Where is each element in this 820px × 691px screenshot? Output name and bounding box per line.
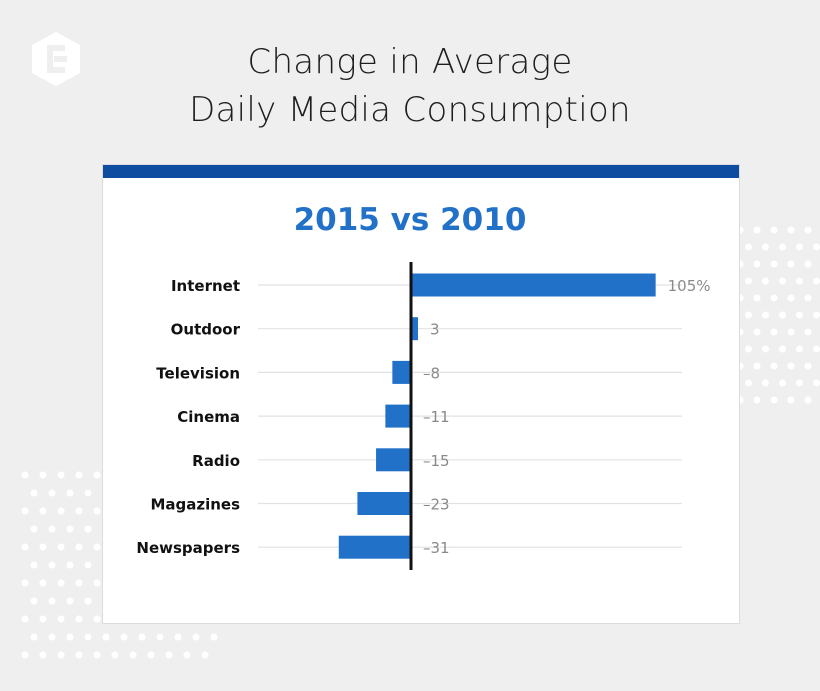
category-label-magazines: Magazines xyxy=(150,496,240,514)
value-label-cinema: –11 xyxy=(423,408,450,426)
bar-magazines xyxy=(357,492,411,515)
value-label-outdoor: 3 xyxy=(430,321,440,339)
page-title: Change in Average Daily Media Consumptio… xyxy=(0,38,820,134)
value-label-internet: 105% xyxy=(668,277,711,295)
category-label-cinema: Cinema xyxy=(177,408,240,426)
card-header-bar xyxy=(103,165,739,178)
category-label-television: Television xyxy=(156,364,240,382)
value-label-newspapers: –31 xyxy=(423,539,450,557)
page-title-line-2: Daily Media Consumption xyxy=(189,90,631,130)
bar-newspapers xyxy=(338,535,411,559)
value-label-television: –8 xyxy=(423,364,440,382)
page-title-line-1: Change in Average xyxy=(247,42,573,82)
category-label-newspapers: Newspapers xyxy=(136,539,240,557)
conductor-logo-icon xyxy=(32,32,80,86)
bar-television xyxy=(392,360,411,384)
value-label-magazines: –23 xyxy=(423,496,450,514)
bar-internet xyxy=(411,273,656,297)
chart-title: 2015 vs 2010 xyxy=(293,202,527,238)
bar-outdoor xyxy=(411,317,418,341)
category-label-internet: Internet xyxy=(171,277,240,295)
bar-radio xyxy=(376,448,411,472)
bar-cinema xyxy=(385,404,411,428)
category-label-radio: Radio xyxy=(192,452,240,470)
value-label-radio: –15 xyxy=(423,452,450,470)
category-label-outdoor: Outdoor xyxy=(171,321,241,339)
